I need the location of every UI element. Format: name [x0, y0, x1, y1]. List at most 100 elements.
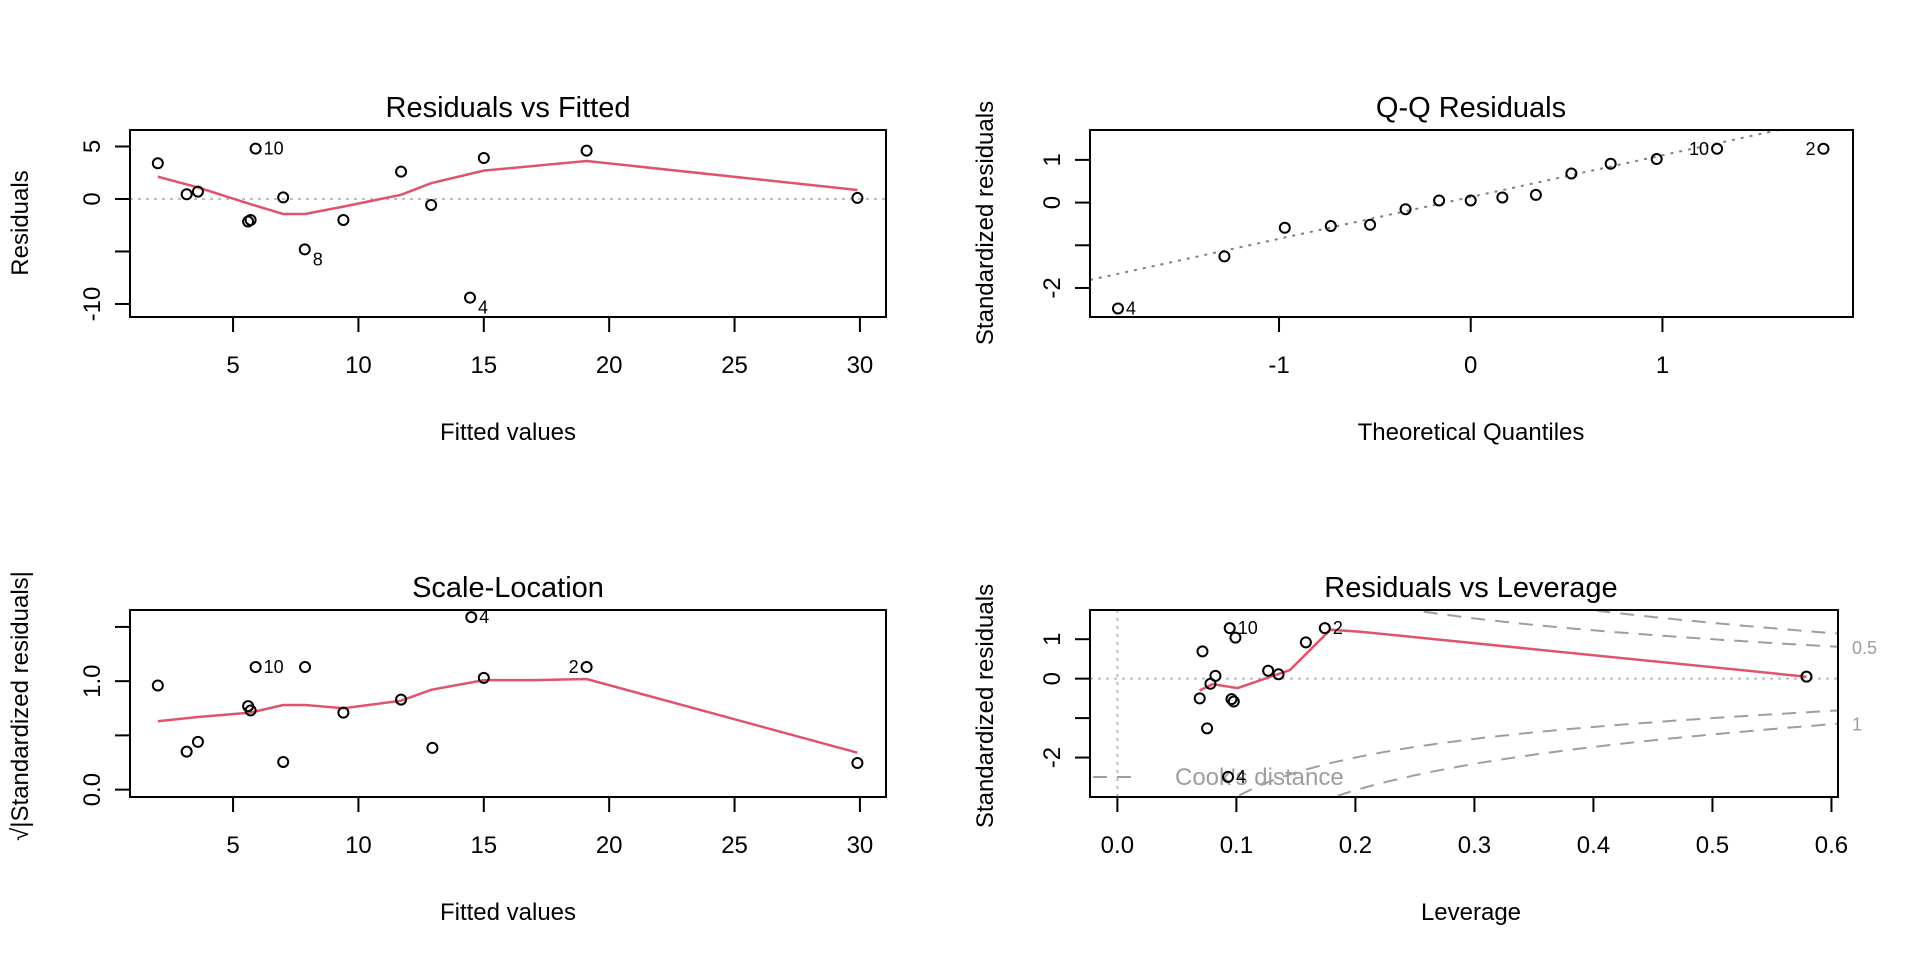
panel-title: Residuals vs Fitted [386, 92, 631, 124]
point-label: 2 [569, 657, 579, 677]
point-label: 4 [1126, 298, 1136, 318]
data-point [1565, 167, 1578, 180]
data-point [180, 745, 193, 758]
data-point [1496, 191, 1509, 204]
data-point [395, 693, 408, 706]
plot-area [157, 677, 858, 754]
point-label: 2 [1333, 618, 1343, 638]
qq-reference-line [1090, 130, 1784, 281]
y-tick-label: -2 [1039, 747, 1066, 768]
data-point [580, 144, 593, 157]
data-point [425, 198, 438, 211]
x-axis-label: Fitted values [440, 419, 576, 446]
x-tick-label: 15 [470, 352, 497, 379]
data-point [191, 735, 204, 748]
y-axis-label: Residuals [7, 170, 34, 275]
smooth-line [157, 677, 858, 754]
x-axis-label: Leverage [1421, 899, 1521, 926]
data-point [180, 188, 193, 201]
x-axis-label: Theoretical Quantiles [1358, 419, 1585, 446]
data-point [337, 706, 350, 719]
data-point [426, 741, 439, 754]
y-tick-label: 0.0 [79, 773, 106, 806]
plot-area [130, 159, 886, 216]
x-tick-label: 0 [1464, 352, 1477, 379]
data-point [464, 291, 477, 304]
data-point [151, 679, 164, 692]
panel-title: Scale-Location [412, 572, 604, 604]
data-point [465, 611, 478, 624]
y-axis-label: Standardized residuals [972, 101, 999, 345]
y-tick-label: 0 [79, 192, 106, 205]
point-label: 2 [1805, 139, 1815, 159]
data-point [244, 704, 257, 717]
panel-title: Residuals vs Leverage [1324, 572, 1617, 604]
cook-level-label: 0.5 [1852, 638, 1877, 658]
x-tick-label: 30 [847, 352, 874, 379]
x-tick-label: 0.5 [1696, 832, 1729, 859]
cooks-distance-contour [1582, 610, 1838, 635]
point-label: 4 [478, 298, 488, 318]
y-tick-label: 1.0 [79, 664, 106, 697]
x-axis-label: Fitted values [440, 899, 576, 926]
data-point [1229, 631, 1242, 644]
x-tick-label: 0.0 [1101, 832, 1134, 859]
panel-residuals-vs-leverage: Residuals vs Leverage Leverage Standardi… [972, 572, 1877, 926]
plot-frame [1089, 609, 1839, 798]
data-point [1324, 220, 1337, 233]
data-point [191, 185, 204, 198]
panel-title: Q-Q Residuals [1376, 92, 1566, 124]
data-point [1223, 622, 1236, 635]
x-tick-label: 1 [1656, 352, 1669, 379]
data-point [1225, 693, 1238, 706]
data-point [1111, 302, 1124, 315]
data-point [1204, 677, 1217, 690]
cooks-distance-contour [1406, 610, 1838, 648]
x-tick-label: 0.3 [1458, 832, 1491, 859]
cooks-distance-contour [1330, 722, 1838, 797]
data-point [477, 671, 490, 684]
plot-frame [129, 129, 887, 318]
data-point [299, 661, 312, 674]
x-tick-label: 25 [721, 832, 748, 859]
data-point [1201, 722, 1214, 735]
x-tick-label: 0.1 [1220, 832, 1253, 859]
x-tick-label: 25 [721, 352, 748, 379]
plot-frame [1089, 129, 1854, 318]
data-point [244, 213, 257, 226]
data-point [1218, 250, 1231, 263]
plot-area [1090, 130, 1784, 281]
x-tick-label: 0.4 [1577, 832, 1610, 859]
x-tick-label: 15 [470, 832, 497, 859]
data-point [1262, 664, 1275, 677]
data-point [151, 157, 164, 170]
panel-residuals-vs-fitted: Residuals vs Fitted Fitted values Residu… [7, 92, 887, 446]
y-tick-label: -2 [1039, 277, 1066, 298]
data-point [395, 165, 408, 178]
point-label: 4 [1236, 767, 1246, 787]
data-point [477, 152, 490, 165]
x-tick-label: 5 [226, 832, 239, 859]
plot-frame [129, 609, 887, 798]
panel-scale-location: Scale-Location Fitted values √|Standardi… [7, 571, 887, 926]
plot-area [1090, 610, 1838, 797]
x-tick-label: 10 [345, 832, 372, 859]
data-point [1433, 194, 1446, 207]
data-point [298, 243, 311, 256]
data-point [851, 757, 864, 770]
x-tick-label: 20 [596, 352, 623, 379]
x-tick-label: 20 [596, 832, 623, 859]
data-point [1278, 221, 1291, 234]
x-tick-label: 0.6 [1815, 832, 1848, 859]
y-axis-label: √|Standardized residuals| [7, 571, 34, 841]
x-tick-label: 30 [847, 832, 874, 859]
data-point [1364, 218, 1377, 231]
data-point [1399, 203, 1412, 216]
y-tick-label: 0 [1039, 196, 1066, 209]
panel-qq-residuals: Q-Q Residuals Theoretical Quantiles Stan… [972, 92, 1854, 446]
data-point [1299, 636, 1312, 649]
data-point [1800, 670, 1813, 683]
y-tick-label: 1 [1039, 633, 1066, 646]
x-tick-label: -1 [1268, 352, 1289, 379]
